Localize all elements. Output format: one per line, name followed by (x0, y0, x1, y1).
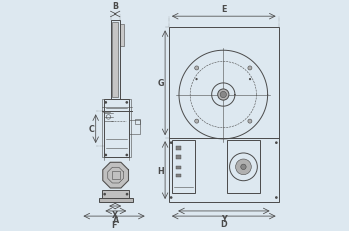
Bar (112, 171, 120, 179)
Text: B: B (112, 2, 118, 11)
Circle shape (218, 90, 229, 101)
Text: F: F (111, 220, 117, 229)
Circle shape (248, 67, 252, 71)
Circle shape (275, 142, 278, 144)
Circle shape (170, 196, 172, 199)
Polygon shape (103, 163, 128, 188)
Circle shape (103, 193, 106, 196)
Text: C: C (89, 125, 95, 134)
Circle shape (104, 102, 107, 104)
Bar (129, 121, 140, 134)
Circle shape (195, 120, 199, 124)
Bar (120, 25, 124, 47)
Circle shape (195, 79, 198, 81)
Circle shape (275, 196, 278, 199)
Bar (176, 156, 181, 159)
Bar (104, 100, 129, 158)
Bar (172, 141, 195, 193)
Bar (176, 147, 181, 150)
Bar (111, 21, 120, 100)
Bar (102, 100, 131, 158)
Bar (99, 198, 133, 202)
Text: X: X (112, 210, 118, 219)
Circle shape (236, 159, 251, 175)
Circle shape (126, 154, 128, 157)
Bar (176, 174, 181, 177)
Circle shape (220, 92, 227, 98)
Circle shape (126, 193, 128, 196)
Bar (227, 141, 260, 193)
Bar (135, 119, 140, 125)
Text: G: G (158, 79, 164, 88)
Circle shape (126, 102, 128, 104)
Circle shape (104, 154, 107, 157)
Circle shape (241, 164, 246, 170)
Bar (112, 23, 118, 97)
Circle shape (248, 120, 252, 124)
Text: A: A (113, 215, 119, 224)
Text: Y: Y (221, 214, 227, 223)
Circle shape (170, 142, 172, 144)
Bar (102, 190, 129, 198)
Text: E: E (221, 5, 227, 14)
Text: D: D (221, 219, 227, 228)
Bar (169, 28, 279, 202)
Text: H: H (158, 166, 164, 175)
Circle shape (249, 79, 251, 81)
Bar (176, 166, 181, 169)
Circle shape (195, 67, 199, 71)
